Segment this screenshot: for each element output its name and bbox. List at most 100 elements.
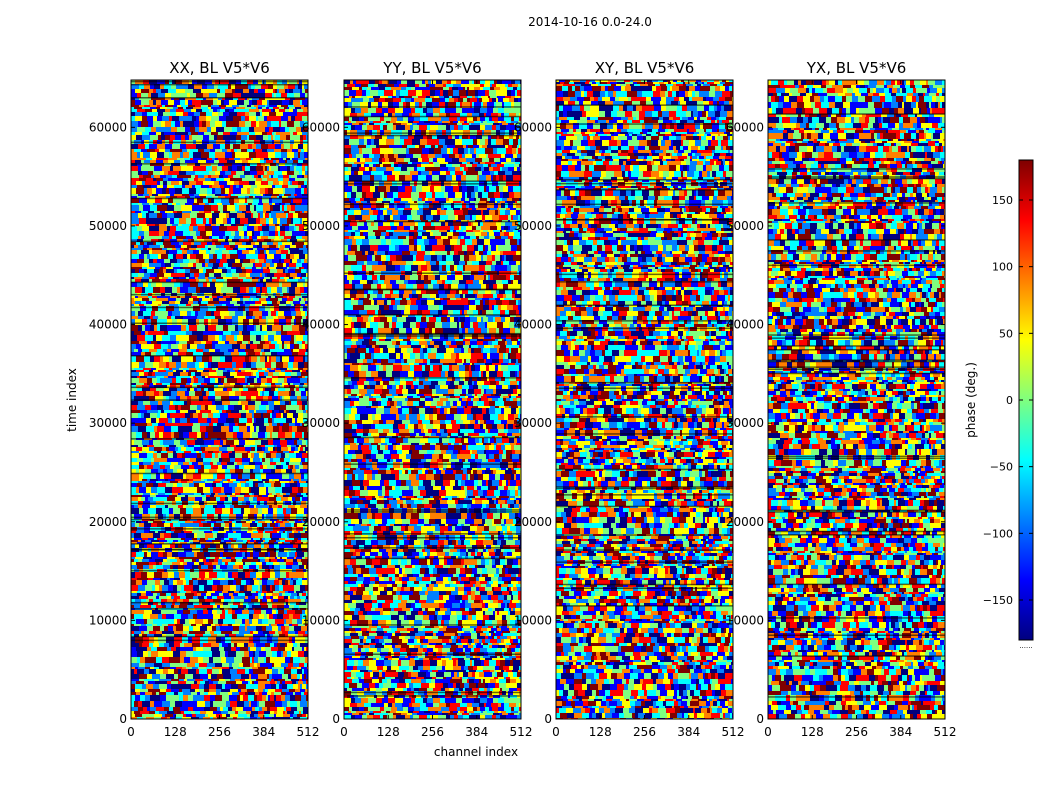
heatmap-cell <box>291 578 293 580</box>
heatmap-cell <box>136 188 144 194</box>
heatmap-cell <box>301 445 306 447</box>
heatmap-cell <box>298 376 302 378</box>
heatmap-cell <box>147 188 152 194</box>
heatmap-cell <box>178 505 183 508</box>
heatmap-cell <box>234 385 239 388</box>
heatmap-cell <box>193 585 199 591</box>
heatmap-cell <box>155 149 159 152</box>
heatmap-cell <box>250 279 252 282</box>
heatmap-cell <box>222 508 230 514</box>
heatmap-cell <box>263 279 266 282</box>
heatmap-cell <box>176 84 180 89</box>
heatmap-cell <box>259 242 262 245</box>
heatmap-cell <box>207 282 210 287</box>
heatmap-cell <box>302 341 305 344</box>
heatmap-cell <box>162 585 168 591</box>
heatmap-cell <box>258 533 263 538</box>
heatmap-cell <box>176 410 180 413</box>
heatmap-cell <box>131 231 139 236</box>
heatmap-cell <box>151 540 159 542</box>
heatmap-cell <box>280 277 284 279</box>
heatmap-cell <box>270 349 277 352</box>
heatmap-cell <box>131 565 137 569</box>
heatmap-cell <box>215 171 220 175</box>
heatmap-cell <box>266 282 269 287</box>
heatmap-cell <box>140 376 147 378</box>
heatmap-cell <box>159 362 166 368</box>
heatmap-cell <box>236 296 243 298</box>
heatmap-cell <box>169 514 174 519</box>
heatmap-cell <box>267 325 272 331</box>
heatmap-cell <box>227 495 230 497</box>
heatmap-cell <box>259 453 263 458</box>
heatmap-cell <box>197 447 201 451</box>
heatmap-cell <box>140 591 146 593</box>
heatmap-cell <box>139 218 146 224</box>
heatmap-cell <box>268 84 273 89</box>
heatmap-cell <box>175 132 183 135</box>
heatmap-cell <box>268 440 271 445</box>
heatmap-cell <box>263 267 267 269</box>
heatmap-cell <box>227 479 230 481</box>
heatmap-cell <box>199 319 204 325</box>
heatmap-cell <box>200 135 203 140</box>
heatmap-cell <box>187 562 194 565</box>
heatmap-cell <box>159 269 163 273</box>
heatmap-cell <box>256 591 258 593</box>
heatmap-cell <box>242 273 246 277</box>
heatmap-cell <box>168 376 176 378</box>
heatmap-cell <box>224 127 232 132</box>
heatmap-cell <box>217 523 221 527</box>
heatmap-cell <box>188 100 192 105</box>
heatmap-cell <box>260 213 263 218</box>
heatmap-cell <box>282 196 286 198</box>
heatmap-cell <box>233 175 240 178</box>
heatmap-cell <box>229 523 232 527</box>
heatmap-cell <box>172 203 176 205</box>
heatmap-cell <box>303 410 306 413</box>
heatmap-cell <box>304 552 308 557</box>
heatmap-cell <box>284 205 287 211</box>
heatmap-cell <box>179 368 183 370</box>
heatmap-cell <box>134 605 140 608</box>
heatmap-cell <box>168 171 175 175</box>
heatmap-cell <box>293 445 296 447</box>
heatmap-cell <box>229 188 233 194</box>
heatmap-cell <box>180 372 188 376</box>
heatmap-cell <box>303 591 306 593</box>
heatmap-cell <box>280 440 287 445</box>
heatmap-cell <box>164 298 168 301</box>
heatmap-cell <box>136 181 142 185</box>
heatmap-cell <box>185 203 193 205</box>
heatmap-cell <box>286 562 293 565</box>
heatmap-cell <box>250 523 257 527</box>
heatmap-cell <box>136 562 142 565</box>
heatmap-cell <box>193 107 201 109</box>
heatmap-cell <box>270 585 272 591</box>
heatmap-cell <box>210 378 215 383</box>
heatmap-cell <box>241 370 245 372</box>
heatmap-cell <box>205 203 209 205</box>
heatmap-cell <box>149 385 154 388</box>
heatmap-cell <box>273 127 280 132</box>
heatmap-cell <box>196 188 200 194</box>
heatmap-cell <box>269 213 271 218</box>
heatmap-cell <box>162 203 168 205</box>
heatmap-cell <box>174 432 179 438</box>
heatmap-cell <box>187 378 191 383</box>
heatmap-cell <box>214 135 217 140</box>
heatmap-cell <box>179 277 186 279</box>
heatmap-cell <box>303 250 308 254</box>
heatmap-cell <box>210 462 213 465</box>
heatmap-cell <box>249 493 252 495</box>
heatmap-cell <box>131 211 135 213</box>
heatmap-cell <box>150 181 157 185</box>
heatmap-cell <box>221 487 224 493</box>
heatmap-cell <box>191 372 195 376</box>
heatmap-cell <box>159 542 164 544</box>
heatmap-cell <box>160 356 163 362</box>
heatmap-cell <box>197 224 205 226</box>
heatmap-cell <box>213 426 221 432</box>
heatmap-cell <box>173 352 178 356</box>
heatmap-cell <box>172 116 179 121</box>
